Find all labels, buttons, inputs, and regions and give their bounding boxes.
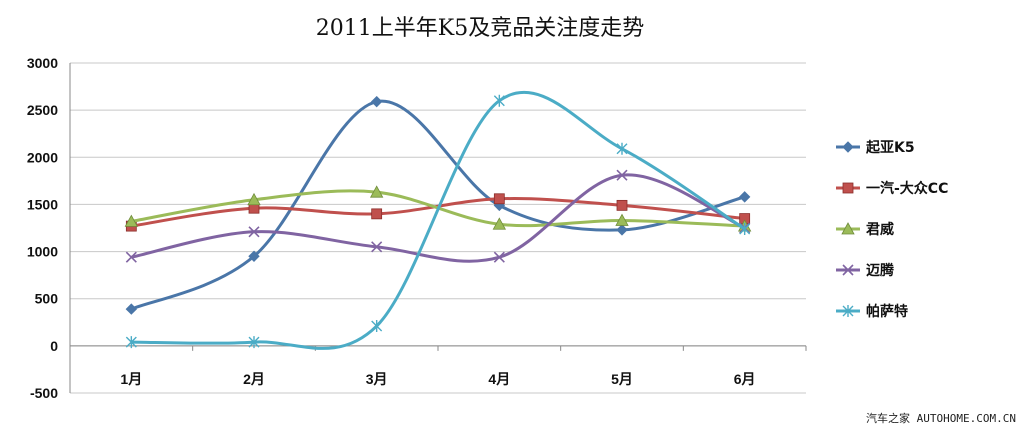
data-point	[248, 336, 260, 349]
chart-title: 2011上半年K5及竞品关注度走势	[315, 16, 645, 41]
data-point	[371, 320, 383, 333]
data-point	[493, 94, 505, 107]
data-point	[370, 95, 383, 108]
data-point	[248, 250, 260, 262]
data-point	[369, 185, 384, 198]
data-point	[124, 214, 139, 227]
legend-label: 起亚K5	[865, 139, 915, 156]
data-point	[492, 217, 507, 230]
y-tick-label: 1000	[27, 244, 58, 260]
data-point	[615, 213, 629, 226]
y-tick-label: 0	[50, 338, 58, 354]
legend-marker	[842, 305, 854, 317]
data-point	[125, 251, 137, 263]
legend-marker	[842, 141, 854, 153]
legend-label: 一汽-大众CC	[866, 180, 948, 197]
x-tick-label: 2月	[243, 371, 265, 387]
data-point	[616, 224, 628, 236]
data-point	[738, 191, 751, 203]
data-point	[371, 241, 383, 253]
data-point	[493, 251, 505, 263]
x-tick-label: 6月	[734, 371, 756, 387]
data-point	[371, 208, 383, 220]
legend-label: 迈腾	[866, 262, 895, 279]
y-tick-label: 2000	[27, 149, 58, 165]
legend-label: 帕萨特	[866, 303, 908, 320]
y-tick-label: -500	[30, 385, 58, 401]
legend-marker	[841, 222, 855, 235]
data-point	[247, 192, 261, 206]
y-tick-label: 1500	[27, 196, 58, 212]
x-tick-label: 1月	[120, 371, 142, 387]
series-line	[131, 173, 746, 263]
data-point	[739, 222, 751, 235]
data-point	[125, 336, 137, 349]
x-tick-label: 4月	[488, 371, 510, 387]
y-tick-label: 3000	[27, 55, 58, 71]
data-point	[493, 193, 505, 205]
series-line	[130, 99, 746, 311]
data-point	[125, 303, 138, 315]
legend-marker	[842, 264, 854, 276]
y-tick-label: 500	[35, 291, 59, 307]
data-point	[616, 199, 628, 211]
x-tick-label: 3月	[366, 371, 388, 387]
legend-label: 君威	[865, 221, 894, 238]
y-tick-label: 2500	[27, 102, 58, 118]
watermark: 汽车之家 AUTOHOME.COM.CN	[866, 412, 1016, 425]
legend-marker	[842, 182, 854, 194]
data-point	[616, 169, 628, 181]
data-point	[248, 226, 260, 238]
data-point	[616, 142, 628, 155]
x-tick-label: 5月	[611, 371, 633, 387]
